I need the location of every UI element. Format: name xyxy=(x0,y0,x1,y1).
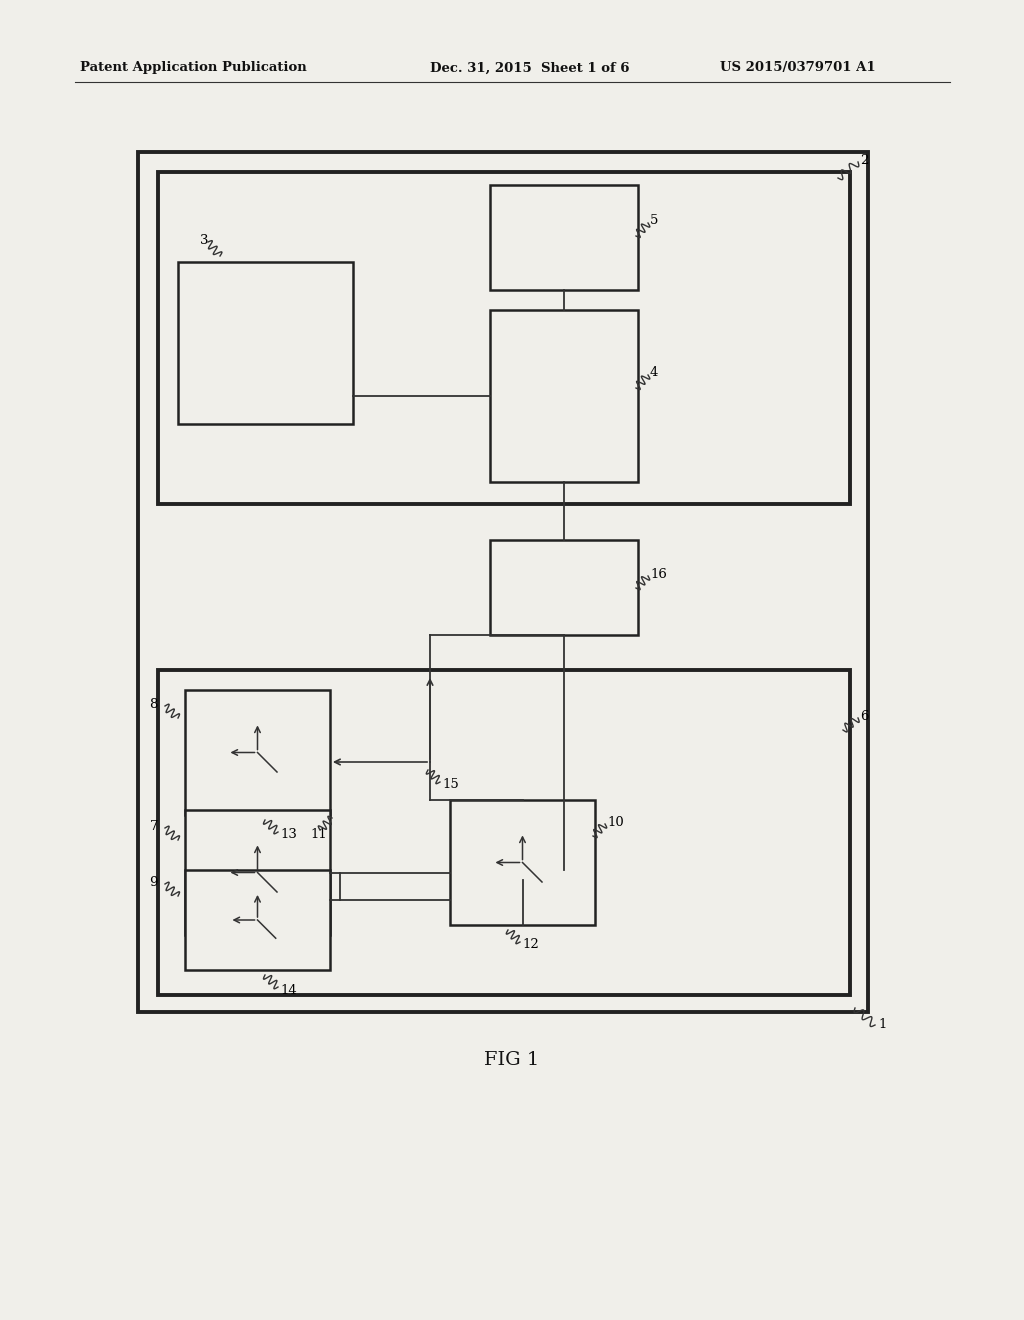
Text: 14: 14 xyxy=(280,983,297,997)
Bar xyxy=(490,540,638,635)
Text: 1: 1 xyxy=(878,1019,887,1031)
Text: Patent Application Publication: Patent Application Publication xyxy=(80,62,307,74)
Text: Dec. 31, 2015  Sheet 1 of 6: Dec. 31, 2015 Sheet 1 of 6 xyxy=(430,62,630,74)
Text: 12: 12 xyxy=(522,937,539,950)
Text: 6: 6 xyxy=(860,710,868,722)
Bar xyxy=(490,310,638,482)
Bar xyxy=(138,152,868,1012)
Text: FIG 1: FIG 1 xyxy=(484,1051,540,1069)
Text: 7: 7 xyxy=(150,820,158,833)
Bar xyxy=(178,261,353,424)
Bar xyxy=(185,810,330,935)
Text: 4: 4 xyxy=(650,367,658,380)
Text: 2: 2 xyxy=(860,153,868,166)
Text: 10: 10 xyxy=(607,816,624,829)
Text: 13: 13 xyxy=(280,829,297,842)
Text: 16: 16 xyxy=(650,568,667,581)
Text: 9: 9 xyxy=(150,875,158,888)
Bar xyxy=(490,185,638,290)
Bar xyxy=(185,870,330,970)
Text: 8: 8 xyxy=(150,697,158,710)
Bar xyxy=(158,671,850,995)
Text: 3: 3 xyxy=(200,234,209,247)
Bar xyxy=(450,800,595,925)
Bar xyxy=(185,690,330,814)
Text: 5: 5 xyxy=(650,214,658,227)
Text: 15: 15 xyxy=(442,779,459,792)
Bar xyxy=(158,172,850,504)
Text: US 2015/0379701 A1: US 2015/0379701 A1 xyxy=(720,62,876,74)
Text: 11: 11 xyxy=(310,829,327,842)
